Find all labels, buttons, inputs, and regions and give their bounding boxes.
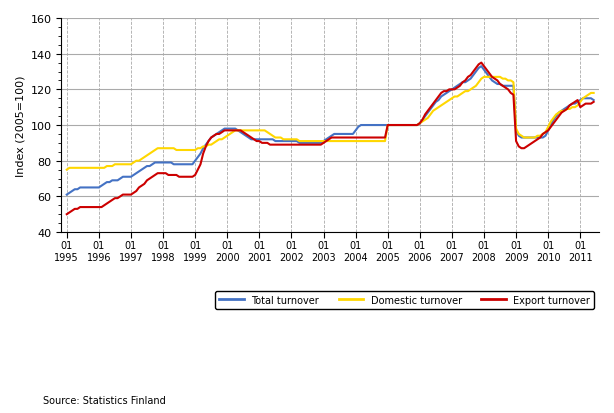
Text: Source: Statistics Finland: Source: Statistics Finland <box>43 395 166 405</box>
Y-axis label: Index (2005=100): Index (2005=100) <box>15 75 25 176</box>
Legend: Total turnover, Domestic turnover, Export turnover: Total turnover, Domestic turnover, Expor… <box>216 291 594 309</box>
